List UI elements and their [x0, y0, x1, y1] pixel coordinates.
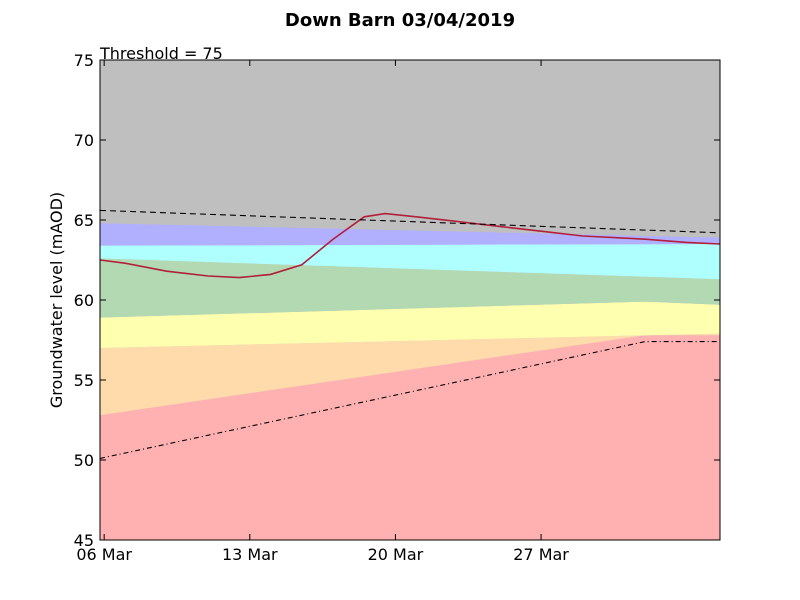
chart-title: Down Barn 03/04/2019 — [285, 10, 515, 31]
band-5 — [100, 223, 720, 246]
band-4 — [100, 244, 720, 280]
x-tick-label: 13 Mar — [222, 545, 278, 564]
y-tick-label: 65 — [74, 211, 94, 230]
y-tick-label: 75 — [74, 51, 94, 70]
series-line-dashed — [100, 209, 720, 234]
y-tick-label: 55 — [74, 371, 94, 390]
y-axis-label: Groundwater level (mAOD) — [47, 192, 66, 408]
y-tick-label: 45 — [74, 531, 94, 550]
y-tick-label: 50 — [74, 451, 94, 470]
x-tick-label: 06 Mar — [76, 545, 132, 564]
plot-area — [99, 59, 721, 541]
band-1 — [100, 333, 720, 416]
band-2 — [100, 301, 720, 348]
threshold-annotation: Threshold = 75 — [99, 44, 223, 63]
series-line-solid — [100, 212, 720, 279]
x-tick-label: 20 Mar — [368, 545, 424, 564]
y-axis: 45 50 55 60 65 70 75 — [74, 51, 720, 550]
x-tick-label: 27 Mar — [513, 545, 569, 564]
y-tick-label: 60 — [74, 291, 94, 310]
band-0 — [100, 335, 720, 540]
y-tick-label: 70 — [74, 131, 94, 150]
x-axis: 06 Mar 13 Mar 20 Mar 27 Mar — [76, 60, 569, 564]
band-3 — [100, 258, 720, 318]
